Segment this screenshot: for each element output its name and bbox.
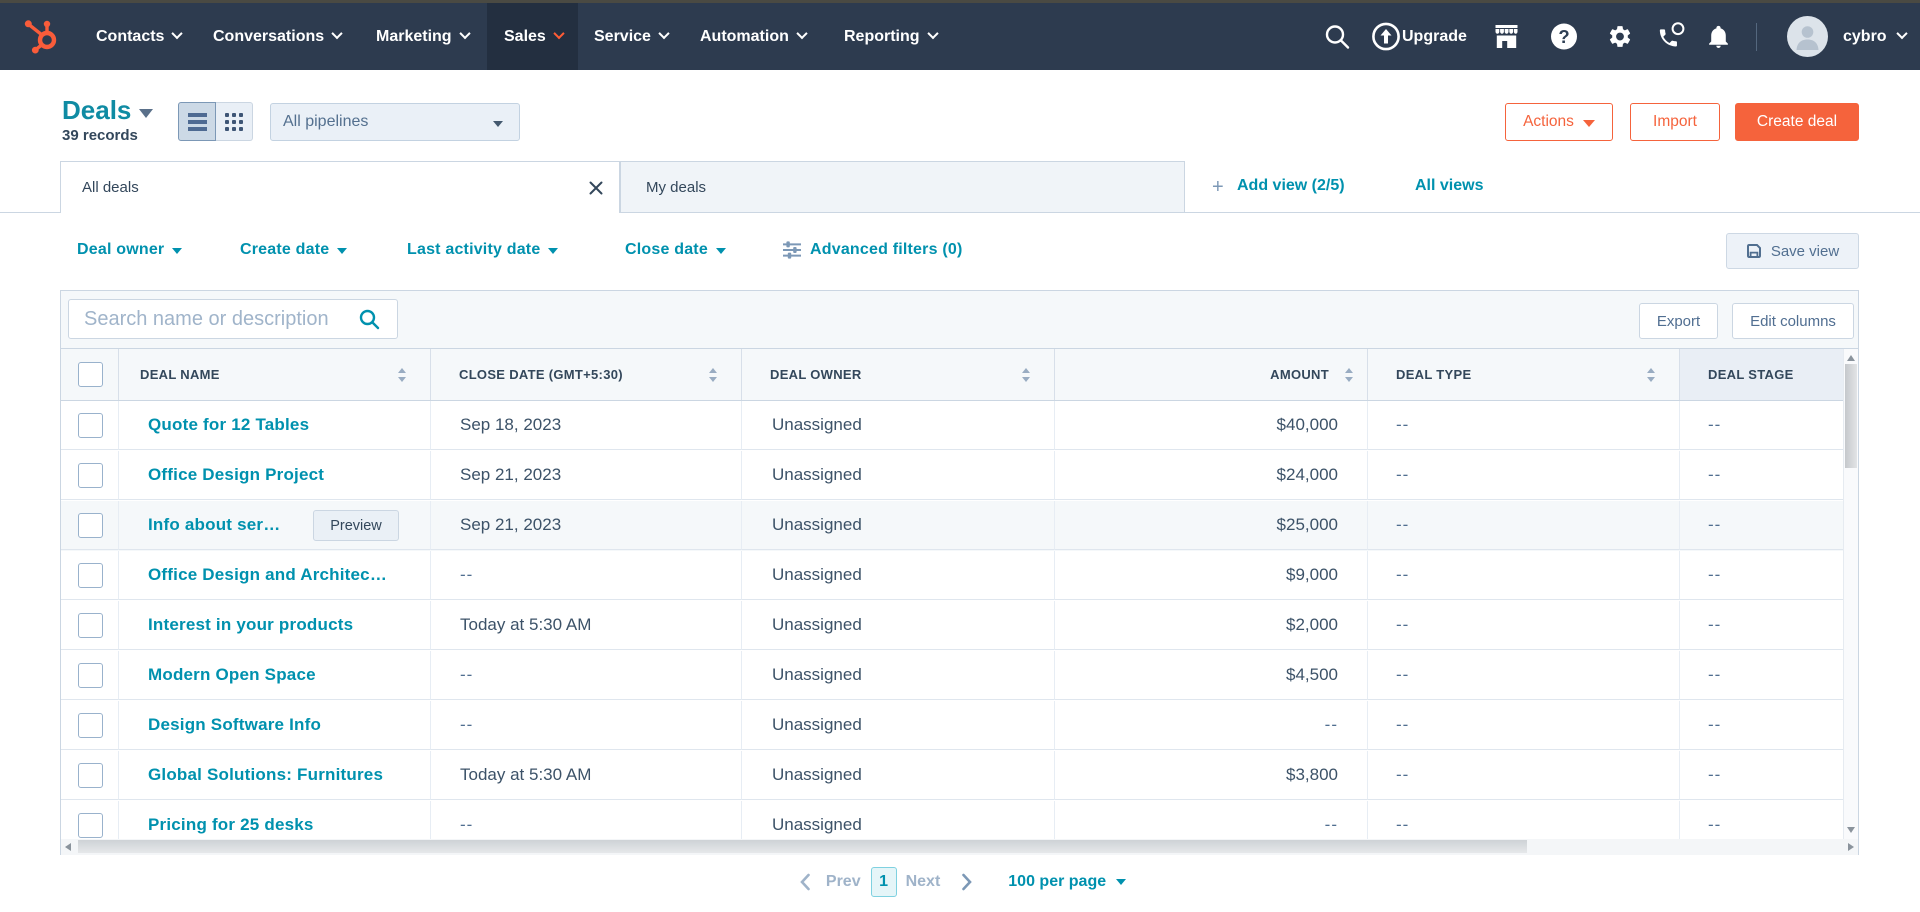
svg-text:?: ? — [1558, 26, 1569, 47]
